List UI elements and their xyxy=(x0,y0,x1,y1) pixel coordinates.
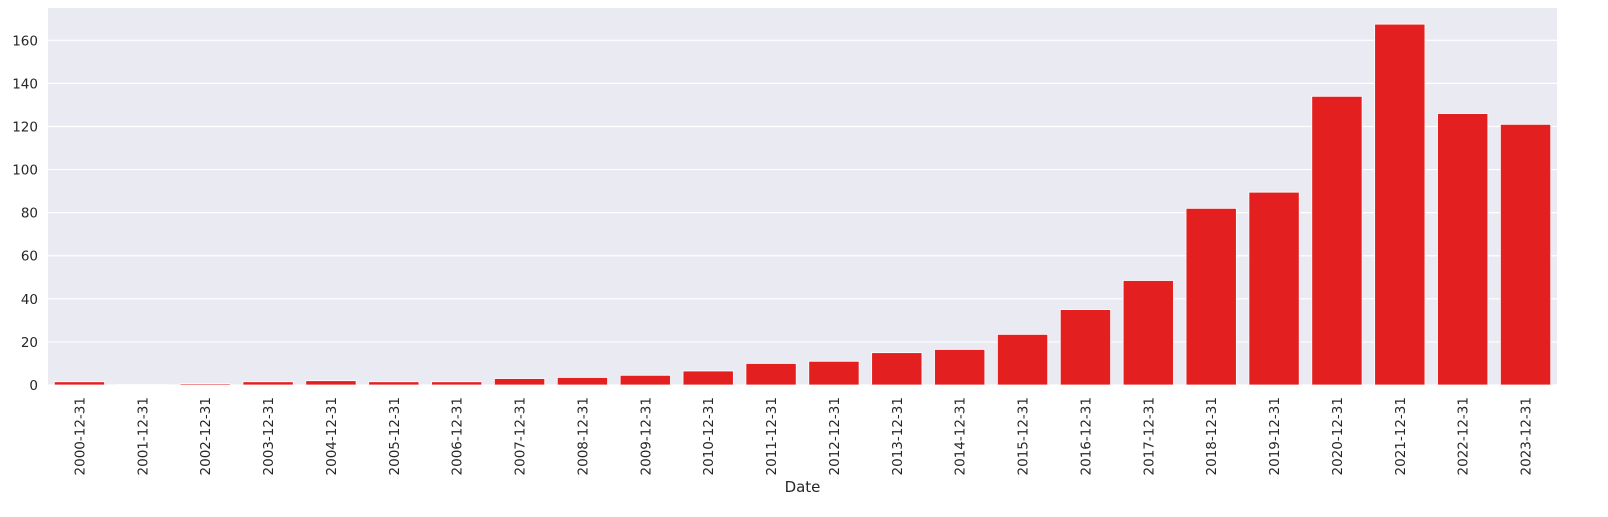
x-tick-label: 2000-12-31 xyxy=(72,397,88,475)
x-tick-label: 2013-12-31 xyxy=(890,397,906,475)
x-tick-label: 2011-12-31 xyxy=(764,397,780,475)
x-tick-label: 2017-12-31 xyxy=(1141,397,1157,475)
x-tick-label: 2022-12-31 xyxy=(1456,397,1472,475)
bar xyxy=(179,383,231,386)
bar xyxy=(1437,113,1489,386)
y-tick-label: 0 xyxy=(29,378,38,394)
bar xyxy=(1185,207,1237,386)
bar xyxy=(682,370,734,386)
bar xyxy=(1500,123,1552,386)
x-tick-label: 2020-12-31 xyxy=(1330,397,1346,475)
y-axis-ticks: 0 20 40 60 80 100 120 140 160 xyxy=(12,33,38,394)
bar xyxy=(1059,309,1111,386)
bar xyxy=(494,378,546,386)
x-tick-label: 2021-12-31 xyxy=(1393,397,1409,475)
bar xyxy=(1311,95,1363,386)
x-axis-title: Date xyxy=(785,478,821,496)
x-tick-label: 2005-12-31 xyxy=(387,397,403,475)
x-tick-label: 2006-12-31 xyxy=(450,397,466,475)
bars xyxy=(53,23,1552,386)
y-tick-label: 140 xyxy=(12,76,38,92)
bar xyxy=(305,380,357,386)
y-tick-label: 20 xyxy=(21,335,38,351)
x-tick-label: 2001-12-31 xyxy=(135,397,151,475)
bar xyxy=(745,363,797,386)
y-tick-label: 120 xyxy=(12,119,38,135)
y-tick-label: 100 xyxy=(12,163,38,179)
y-tick-label: 40 xyxy=(21,292,38,308)
x-tick-label: 2012-12-31 xyxy=(827,397,843,475)
bar xyxy=(53,381,105,386)
x-tick-label: 2002-12-31 xyxy=(198,397,214,475)
bar xyxy=(1248,191,1300,386)
bar xyxy=(808,360,860,386)
y-tick-label: 80 xyxy=(21,206,38,222)
x-tick-label: 2008-12-31 xyxy=(575,397,591,475)
bar xyxy=(997,333,1049,386)
bar xyxy=(242,381,294,386)
y-tick-label: 160 xyxy=(12,33,38,49)
bar xyxy=(934,349,986,386)
x-tick-label: 2007-12-31 xyxy=(513,397,529,475)
x-axis-ticks: 2000-12-31 2001-12-31 2002-12-31 2003-12-31… xyxy=(72,397,1534,475)
x-tick-label: 2014-12-31 xyxy=(953,397,969,475)
bar xyxy=(368,381,420,386)
bar xyxy=(619,374,671,386)
x-tick-label: 2023-12-31 xyxy=(1519,397,1535,475)
x-tick-label: 2009-12-31 xyxy=(638,397,654,475)
x-tick-label: 2016-12-31 xyxy=(1078,397,1094,475)
x-tick-label: 2018-12-31 xyxy=(1204,397,1220,475)
grid-lines xyxy=(48,39,1557,386)
plot-background xyxy=(48,8,1557,385)
bar xyxy=(556,377,608,386)
bar xyxy=(1122,280,1174,386)
x-tick-label: 2004-12-31 xyxy=(324,397,340,475)
bar xyxy=(871,352,923,386)
x-tick-label: 2003-12-31 xyxy=(261,397,277,475)
x-tick-label: 2015-12-31 xyxy=(1016,397,1032,475)
x-tick-label: 2019-12-31 xyxy=(1267,397,1283,475)
bar xyxy=(431,381,483,386)
y-tick-label: 60 xyxy=(21,249,38,265)
x-tick-label: 2010-12-31 xyxy=(701,397,717,475)
bar xyxy=(1374,23,1426,386)
